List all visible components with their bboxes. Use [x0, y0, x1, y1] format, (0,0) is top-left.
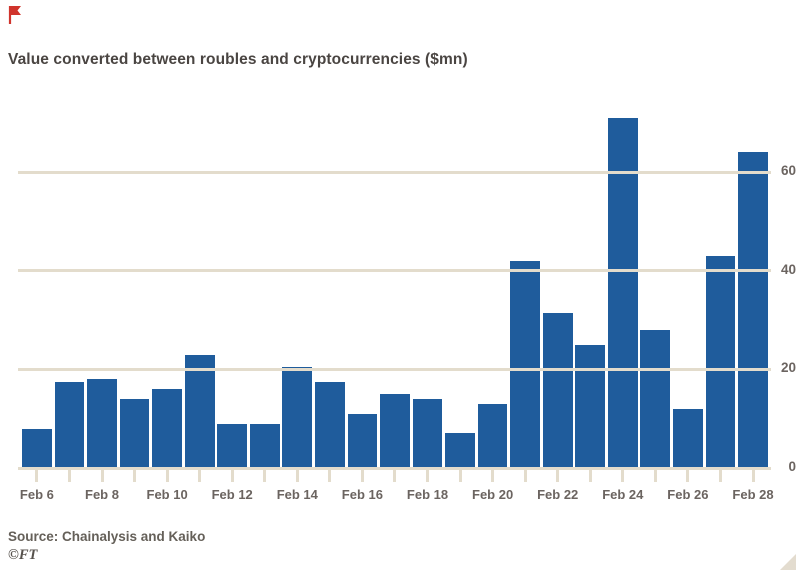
x-axis-label: Feb 22 [537, 487, 579, 502]
gridline [18, 269, 771, 273]
x-axis-label: Feb 24 [602, 487, 644, 502]
x-axis-tick [360, 469, 364, 482]
source-line: Source: Chainalysis and Kaiko [8, 529, 206, 544]
x-axis-label: Feb 14 [276, 487, 318, 502]
x-axis-tick [295, 469, 299, 482]
y-axis-label: 0 [788, 459, 796, 474]
bar [87, 379, 117, 468]
x-axis-tick [621, 469, 625, 482]
bar [575, 344, 606, 468]
x-axis-tick [198, 469, 202, 482]
chart-title: Value converted between roubles and cryp… [8, 51, 468, 68]
x-axis-tick [426, 469, 429, 482]
gridline [18, 466, 771, 470]
bar [510, 260, 541, 468]
x-axis-label: Feb 12 [211, 487, 253, 502]
bar [249, 423, 280, 468]
x-axis-tick [393, 469, 397, 482]
bar [314, 381, 345, 468]
bar [282, 366, 313, 468]
bar [542, 312, 573, 468]
x-axis-label: Feb 18 [406, 487, 449, 502]
x-axis-label: Feb 28 [732, 487, 774, 502]
bar [22, 428, 52, 468]
y-axis-label: 60 [780, 163, 796, 178]
x-axis-label: Feb 6 [19, 487, 54, 502]
bar [119, 398, 150, 468]
bar [445, 433, 475, 468]
x-axis-tick [751, 469, 755, 482]
bar [640, 329, 671, 468]
x-axis-tick [67, 469, 71, 482]
x-axis-tick [556, 469, 560, 482]
x-axis-tick [263, 469, 267, 482]
bar [705, 255, 736, 468]
x-axis-label: Feb 20 [472, 487, 514, 502]
red-flag-icon [8, 6, 21, 24]
bar [347, 413, 378, 468]
y-axis-label: 20 [780, 360, 796, 376]
x-axis-tick [718, 469, 722, 482]
bar [184, 354, 215, 468]
x-axis-label: Feb 26 [667, 487, 709, 502]
x-axis-tick [133, 469, 137, 482]
gridline [18, 170, 771, 174]
x-axis-tick [230, 469, 234, 482]
gridline [18, 367, 771, 371]
x-axis-tick [491, 469, 495, 482]
x-axis-label: Feb 8 [85, 487, 119, 502]
x-axis-tick [458, 469, 462, 482]
x-axis-tick [523, 469, 527, 482]
x-axis-tick [588, 469, 592, 482]
x-axis-label: Feb 10 [146, 487, 188, 502]
bar [152, 389, 182, 468]
y-axis-label: 40 [780, 261, 796, 277]
bar [217, 423, 248, 468]
bar [54, 381, 85, 468]
bar [673, 408, 703, 468]
bar [412, 398, 443, 468]
x-axis-tick [35, 469, 39, 482]
x-axis-tick [686, 469, 690, 482]
x-axis-label: Feb 16 [341, 487, 383, 502]
x-axis-tick [328, 469, 332, 482]
bar [738, 152, 768, 468]
resize-handle-icon[interactable] [780, 554, 796, 570]
bar [477, 403, 508, 468]
bar [607, 117, 638, 468]
x-axis-tick [653, 469, 657, 482]
x-axis-tick [100, 469, 104, 482]
ft-credit: ©FT [8, 547, 38, 563]
x-axis-tick [165, 469, 169, 482]
bar [380, 394, 410, 468]
